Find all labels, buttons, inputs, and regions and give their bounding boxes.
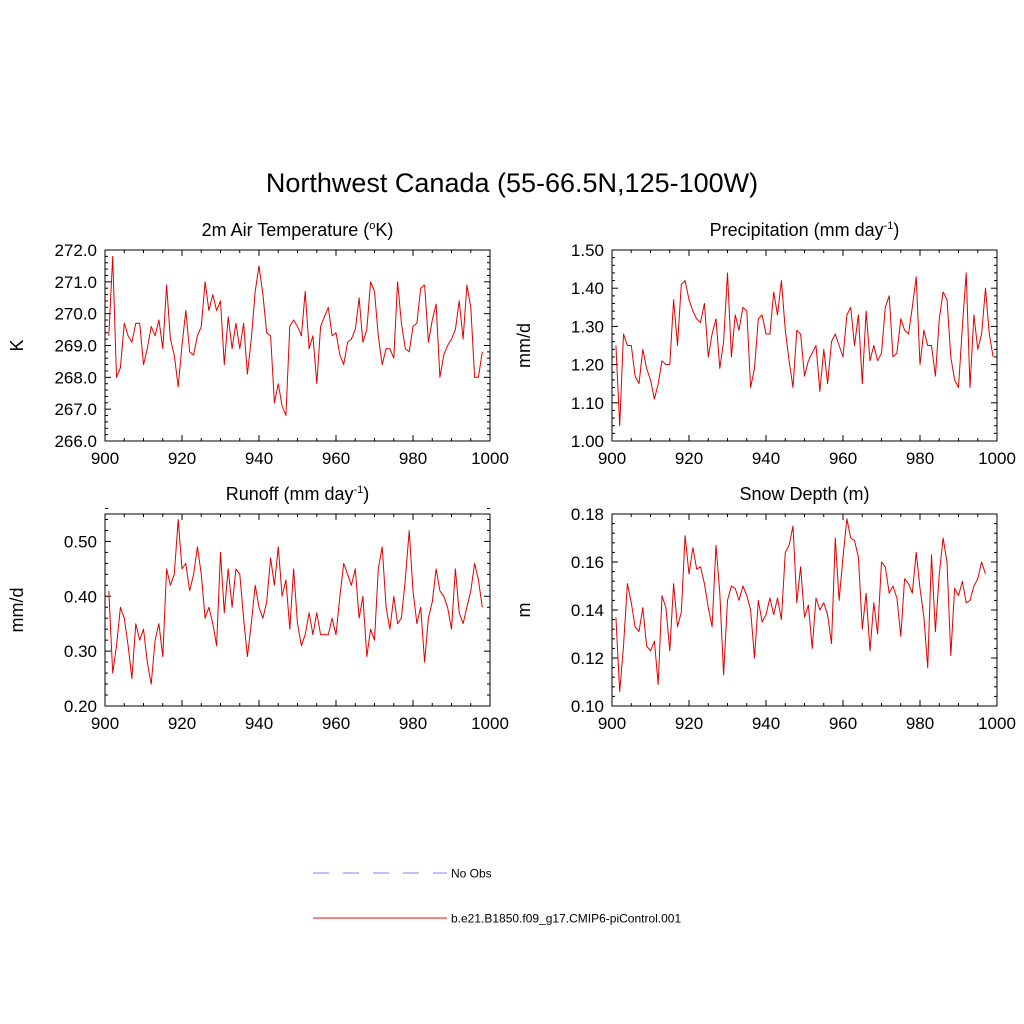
x-tick-label: 920 xyxy=(675,714,703,733)
x-tick-label: 1000 xyxy=(978,714,1016,733)
x-tick-label: 940 xyxy=(752,449,780,468)
chart-runoff: 900 920 940 960 980 1000 0.20 0.30 0.40 0.50 mm/d R… xyxy=(7,484,509,733)
x-tick-label: 920 xyxy=(168,714,196,733)
y-tick-label: 0.18 xyxy=(571,505,604,524)
x-tick-label: 940 xyxy=(245,714,273,733)
chart-air-temperature: 900 920 940 960 980 1000 266.0 267.0 268.0 269.0 2… xyxy=(7,220,509,468)
y-tick-label: 269.0 xyxy=(54,337,97,356)
x-tick-label: 920 xyxy=(168,449,196,468)
y-axis-label: K xyxy=(7,339,27,351)
y-tick-label: 1.50 xyxy=(571,241,604,260)
y-tick-label: 1.10 xyxy=(571,394,604,413)
x-tick-label: 940 xyxy=(245,449,273,468)
legend: No Obs b.e21.B1850.f09_g17.CMIP6-piContr… xyxy=(313,867,681,926)
panel-title-main: Snow Depth (m) xyxy=(739,484,869,504)
chart-precipitation: 900 920 940 960 980 1000 1.00 1.10 1.20 1.30 1.40 1… xyxy=(514,220,1016,468)
legend-label-model: b.e21.B1850.f09_g17.CMIP6-piControl.001 xyxy=(451,912,681,926)
y-tick-label: 0.30 xyxy=(64,642,97,661)
x-tick-label: 980 xyxy=(906,714,934,733)
y-tick-label: 272.0 xyxy=(54,241,97,260)
panel-title: 2m Air Temperature (oK) xyxy=(202,220,394,240)
plot-frame xyxy=(611,249,998,442)
y-tick-label: 0.50 xyxy=(64,532,97,551)
x-tick-label: 960 xyxy=(322,714,350,733)
panel-title-main: Precipitation (mm day xyxy=(710,220,884,240)
y-tick-label: 0.12 xyxy=(571,649,604,668)
x-tick-label: 1000 xyxy=(471,449,509,468)
y-tick-label: 0.10 xyxy=(571,697,604,716)
chart-panels: 900 920 940 960 980 1000 266.0 267.0 268.0 269.0 2… xyxy=(7,220,1016,733)
x-tick-label: 920 xyxy=(675,449,703,468)
y-axis-label: mm/d xyxy=(7,588,27,633)
panel-title-superscript: -1 xyxy=(353,484,363,496)
x-tick-label: 900 xyxy=(598,449,626,468)
x-tick-label: 1000 xyxy=(471,714,509,733)
series-line-model xyxy=(108,519,483,685)
x-tick-label: 900 xyxy=(91,714,119,733)
y-tick-label: 267.0 xyxy=(54,400,97,419)
y-tick-label: 271.0 xyxy=(54,273,97,292)
y-axis-label: m xyxy=(514,603,534,618)
chart-snow-depth: 900 920 940 960 980 1000 0.10 0.12 0.14 0.16 0.18 m… xyxy=(514,484,1016,733)
panel-title: Snow Depth (m) xyxy=(739,484,869,504)
y-tick-label: 270.0 xyxy=(54,305,97,324)
y-tick-label: 1.00 xyxy=(571,432,604,451)
series-line-model xyxy=(108,255,483,416)
y-tick-label: 268.0 xyxy=(54,368,97,387)
x-tick-label: 960 xyxy=(322,449,350,468)
x-tick-label: 980 xyxy=(399,714,427,733)
y-tick-label: 1.20 xyxy=(571,356,604,375)
panel-title-superscript: -1 xyxy=(884,220,894,232)
y-tick-label: 1.40 xyxy=(571,279,604,298)
x-tick-label: 900 xyxy=(91,449,119,468)
series-line-model xyxy=(615,518,986,693)
x-tick-label: 1000 xyxy=(978,449,1016,468)
panel-title-superscript: o xyxy=(369,220,375,232)
y-tick-label: 0.20 xyxy=(64,697,97,716)
legend-label-no-obs: No Obs xyxy=(451,867,492,881)
panel-title-main: Runoff (mm day xyxy=(226,484,354,504)
y-tick-label: 0.16 xyxy=(571,553,604,572)
y-tick-label: 0.14 xyxy=(571,601,604,620)
y-axis-label: mm/d xyxy=(514,323,534,368)
panel-title-end: ) xyxy=(363,484,369,504)
series-line-model xyxy=(615,272,994,427)
panel-title-end: ) xyxy=(893,220,899,240)
x-tick-label: 960 xyxy=(829,714,857,733)
panel-title: Precipitation (mm day-1) xyxy=(710,220,900,240)
y-tick-label: 0.40 xyxy=(64,587,97,606)
panel-title-main: 2m Air Temperature ( xyxy=(202,220,370,240)
plot-frame xyxy=(611,513,998,707)
x-tick-label: 940 xyxy=(752,714,780,733)
panel-title-end: K) xyxy=(375,220,393,240)
panel-title: Runoff (mm day-1) xyxy=(226,484,370,504)
x-tick-label: 980 xyxy=(399,449,427,468)
plot-frame xyxy=(104,513,491,707)
y-tick-label: 266.0 xyxy=(54,432,97,451)
figure-title: Northwest Canada (55-66.5N,125-100W) xyxy=(265,168,759,198)
x-tick-label: 900 xyxy=(598,714,626,733)
x-tick-label: 980 xyxy=(906,449,934,468)
x-tick-label: 960 xyxy=(829,449,857,468)
y-tick-label: 1.30 xyxy=(571,317,604,336)
